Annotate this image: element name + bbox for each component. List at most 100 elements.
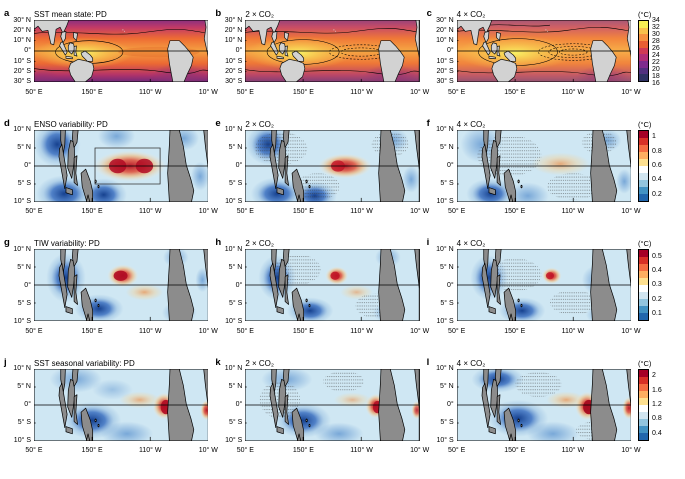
panel-header: i 4 × CO₂ bbox=[427, 235, 631, 248]
y-tick-label: 5° S bbox=[229, 419, 243, 426]
colorbar-tick-label: 32 bbox=[651, 23, 660, 31]
map-plot-l bbox=[456, 368, 631, 441]
y-tick-label: 0° bbox=[24, 281, 31, 289]
y-tick-label: 10° S bbox=[436, 437, 454, 444]
y-tick-label: 10° S bbox=[436, 317, 454, 325]
y-tick-label: 30° N bbox=[13, 16, 31, 24]
colorbar-segment bbox=[638, 144, 648, 152]
colorbar-segment bbox=[638, 67, 648, 75]
map-l bbox=[456, 368, 631, 441]
panel-title: 2 × CO₂ bbox=[245, 358, 274, 368]
y-tick-label: 0° bbox=[24, 162, 31, 169]
x-tick-label: 150° E bbox=[292, 327, 314, 335]
x-tick-label: 150° E bbox=[504, 327, 526, 335]
x-tick-label: 150° E bbox=[292, 447, 314, 454]
colorbar bbox=[637, 129, 649, 202]
colorbar-tick-label: 1.2 bbox=[651, 400, 662, 408]
panel-c: c 4 × CO₂ 30° N 20° N 10° N 0° 10° S 20° S 30°… bbox=[426, 6, 641, 98]
panel-header: a SST mean state: PD bbox=[4, 6, 208, 19]
y-tick-label: 0° bbox=[235, 162, 243, 169]
colorbar-tick-label: 0.3 bbox=[651, 281, 662, 289]
x-tick-label: 10° W bbox=[198, 447, 218, 454]
y-tick-label: 5° S bbox=[229, 299, 243, 307]
map-plot-b bbox=[245, 20, 420, 82]
y-tick-label: 5° S bbox=[440, 299, 454, 307]
map-plot-k bbox=[245, 368, 420, 441]
x-tick-label: 110° W bbox=[138, 447, 162, 454]
colorbar-header: (°C) bbox=[638, 235, 682, 248]
y-tick-label: 0° bbox=[235, 281, 243, 289]
map-plot-d bbox=[34, 129, 209, 202]
x-tick-label: 110° W bbox=[350, 208, 373, 215]
y-axis-tick-labels: 10° N 5° N 0° 5° S 10° S bbox=[427, 126, 457, 205]
colorbar-segment bbox=[638, 250, 648, 257]
panel-letter: g bbox=[4, 237, 10, 248]
x-tick-label: 50° E bbox=[25, 327, 43, 335]
x-axis-tick-labels: 50° E 150° E 110° W 10° W bbox=[237, 325, 430, 337]
y-tick-label: 10° N bbox=[13, 126, 31, 133]
y-tick-label: 10° N bbox=[436, 245, 454, 253]
colorbar-panel-row4: (°C) 2 1.6 1.2 0.8 0.4 bbox=[637, 355, 682, 457]
panel-letter: e bbox=[215, 117, 221, 129]
x-tick-label: 10° W bbox=[198, 88, 218, 96]
y-tick-label: 5° S bbox=[17, 299, 31, 307]
x-tick-label: 10° W bbox=[621, 208, 641, 215]
colorbar-tick-label: 0.4 bbox=[651, 176, 662, 184]
colorbar-segment bbox=[638, 186, 648, 194]
colorbar-tick-label: 22 bbox=[651, 58, 660, 66]
colorbar-segment bbox=[638, 285, 648, 292]
x-tick-label: 110° W bbox=[561, 327, 585, 335]
panel-k: k 2 × CO₂ 10° N 5° N 0° 5° S 10° S bbox=[215, 355, 429, 457]
y-tick-label: 10° S bbox=[225, 198, 243, 205]
colorbar-segment bbox=[638, 257, 648, 264]
panel-letter: c bbox=[426, 8, 432, 19]
map-i bbox=[456, 249, 631, 321]
y-tick-label: 0° bbox=[446, 162, 454, 169]
y-tick-label: 10° N bbox=[436, 365, 454, 372]
colorbar-segment bbox=[638, 411, 648, 419]
x-tick-label: 150° E bbox=[81, 327, 103, 335]
x-axis-tick-labels: 50° E 150° E 110° W 10° W bbox=[25, 444, 218, 456]
x-tick-label: 110° W bbox=[350, 447, 373, 454]
colorbar-segment bbox=[638, 271, 648, 278]
colorbar-segment bbox=[638, 397, 648, 405]
colorbar-segment bbox=[638, 418, 648, 426]
y-tick-label: 10° S bbox=[225, 437, 243, 444]
x-tick-label: 150° E bbox=[81, 447, 103, 454]
map-c bbox=[456, 20, 631, 82]
y-tick-label: 0° bbox=[446, 401, 454, 408]
x-tick-label: 110° W bbox=[138, 208, 162, 215]
panel-l: l 4 × CO₂ 10° N 5° N 0° 5° S 10° S bbox=[427, 355, 641, 457]
panel-letter: i bbox=[426, 237, 430, 248]
panel-letter: f bbox=[426, 117, 430, 129]
y-tick-label: 20° N bbox=[436, 26, 454, 34]
x-tick-label: 10° W bbox=[410, 327, 430, 335]
y-axis-tick-labels: 10° N 5° N 0° 5° S 10° S bbox=[4, 246, 34, 325]
colorbar-segment bbox=[638, 27, 648, 35]
x-tick-label: 10° W bbox=[410, 208, 430, 215]
y-tick-label: 5° N bbox=[17, 144, 31, 151]
colorbar-segment bbox=[638, 47, 648, 55]
panel-header: k 2 × CO₂ bbox=[215, 355, 419, 368]
x-tick-label: 110° W bbox=[561, 208, 585, 215]
map-plot-a bbox=[34, 20, 209, 82]
y-tick-label: 10° N bbox=[224, 365, 243, 372]
x-tick-label: 150° E bbox=[504, 447, 526, 454]
panel-letter: k bbox=[215, 356, 221, 368]
panel-i: i 4 × CO₂ 10° N 5° N 0° 5° S 10° S bbox=[427, 235, 641, 337]
colorbar-unit-label: (°C) bbox=[637, 119, 652, 129]
panel-header: g TIW variability: PD bbox=[4, 235, 208, 248]
colorbar-tick-label: 0.6 bbox=[651, 161, 662, 169]
map-b bbox=[245, 20, 420, 82]
colorbar-segment bbox=[638, 54, 648, 62]
colorbar-tick-label: 16 bbox=[651, 79, 660, 87]
x-tick-label: 150° E bbox=[504, 88, 526, 96]
colorbar-tick-label: 24 bbox=[651, 51, 660, 59]
panel-title: 2 × CO₂ bbox=[245, 239, 274, 248]
y-tick-label: 30° S bbox=[13, 78, 31, 86]
map-g bbox=[34, 249, 209, 321]
colorbar-segment bbox=[638, 432, 648, 440]
x-tick-label: 150° E bbox=[81, 88, 103, 96]
x-axis-tick-labels: 50° E 150° E 110° W 10° W bbox=[448, 205, 641, 217]
colorbar-unit-label: (°C) bbox=[637, 239, 652, 248]
